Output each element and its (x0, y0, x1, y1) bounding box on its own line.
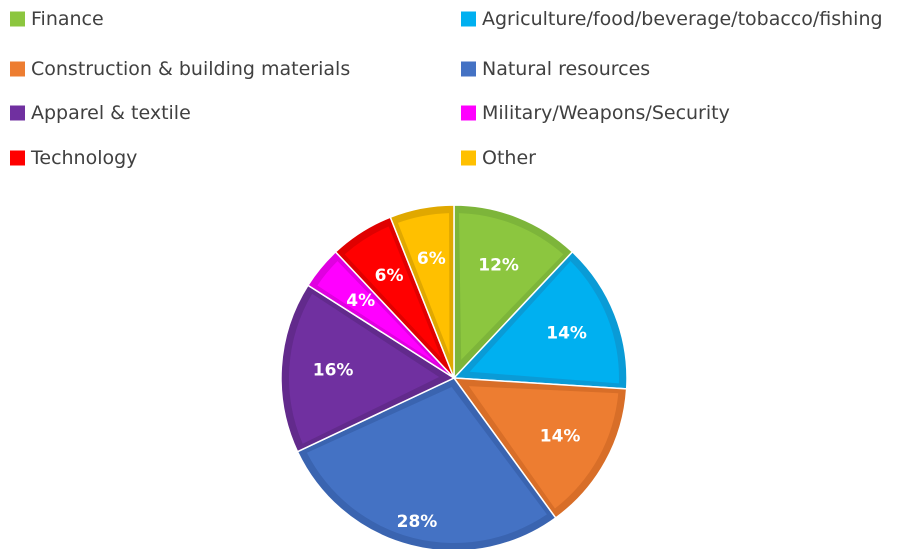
pie-slice-fill-agriculture-food-beverage-tobacco-fishing (469, 261, 619, 384)
pie-slice-fill-military-weapons-security (317, 261, 436, 363)
data-label-other: 6% (417, 249, 446, 269)
legend-swatch-construction-building-materials (10, 61, 25, 77)
pie-slice-fill-finance (458, 213, 564, 360)
data-label-construction-building-materials: 14% (540, 426, 581, 446)
legend-label-construction-building-materials: Construction & building materials (31, 58, 350, 80)
legend-label-other: Other (482, 147, 536, 169)
pie-slice-fill-natural-resources (306, 387, 547, 544)
legend-swatch-agriculture-food-beverage-tobacco-fishing (461, 11, 476, 27)
pie-slice-fill-construction-building-materials (468, 386, 619, 509)
data-label-agriculture-food-beverage-tobacco-fishing: 14% (546, 323, 587, 343)
legend-label-agriculture-food-beverage-tobacco-fishing: Agriculture/food/beverage/tobacco/fishin… (482, 8, 883, 30)
pie-slice-fill-other (397, 213, 450, 355)
legend-label-finance: Finance (31, 8, 104, 30)
pie-slices (280, 204, 628, 549)
legend-label-natural-resources: Natural resources (482, 58, 650, 80)
legend-swatch-military-weapons-security (461, 105, 476, 121)
legend-label-technology: Technology (30, 147, 137, 169)
pie-slice-fill-technology (344, 226, 442, 358)
legend-swatch-apparel-textile (10, 105, 25, 121)
data-label-finance: 12% (478, 255, 519, 275)
data-label-natural-resources: 28% (397, 512, 438, 532)
legend-swatch-technology (10, 150, 25, 166)
legend-swatch-other (461, 150, 476, 166)
data-labels: 12%14%14%28%16%4%6%6% (313, 249, 587, 532)
legend-swatch-natural-resources (461, 61, 476, 77)
legend-label-military-weapons-security: Military/Weapons/Security (482, 102, 730, 124)
data-label-military-weapons-security: 4% (346, 291, 375, 311)
pie-slice-fill-apparel-textile (289, 293, 440, 444)
data-label-technology: 6% (375, 266, 404, 286)
legend: Finance Agriculture/food/beverage/tobacco… (10, 8, 883, 169)
data-label-apparel-textile: 16% (313, 360, 354, 380)
legend-swatch-finance (10, 11, 25, 27)
legend-label-apparel-textile: Apparel & textile (31, 102, 191, 124)
